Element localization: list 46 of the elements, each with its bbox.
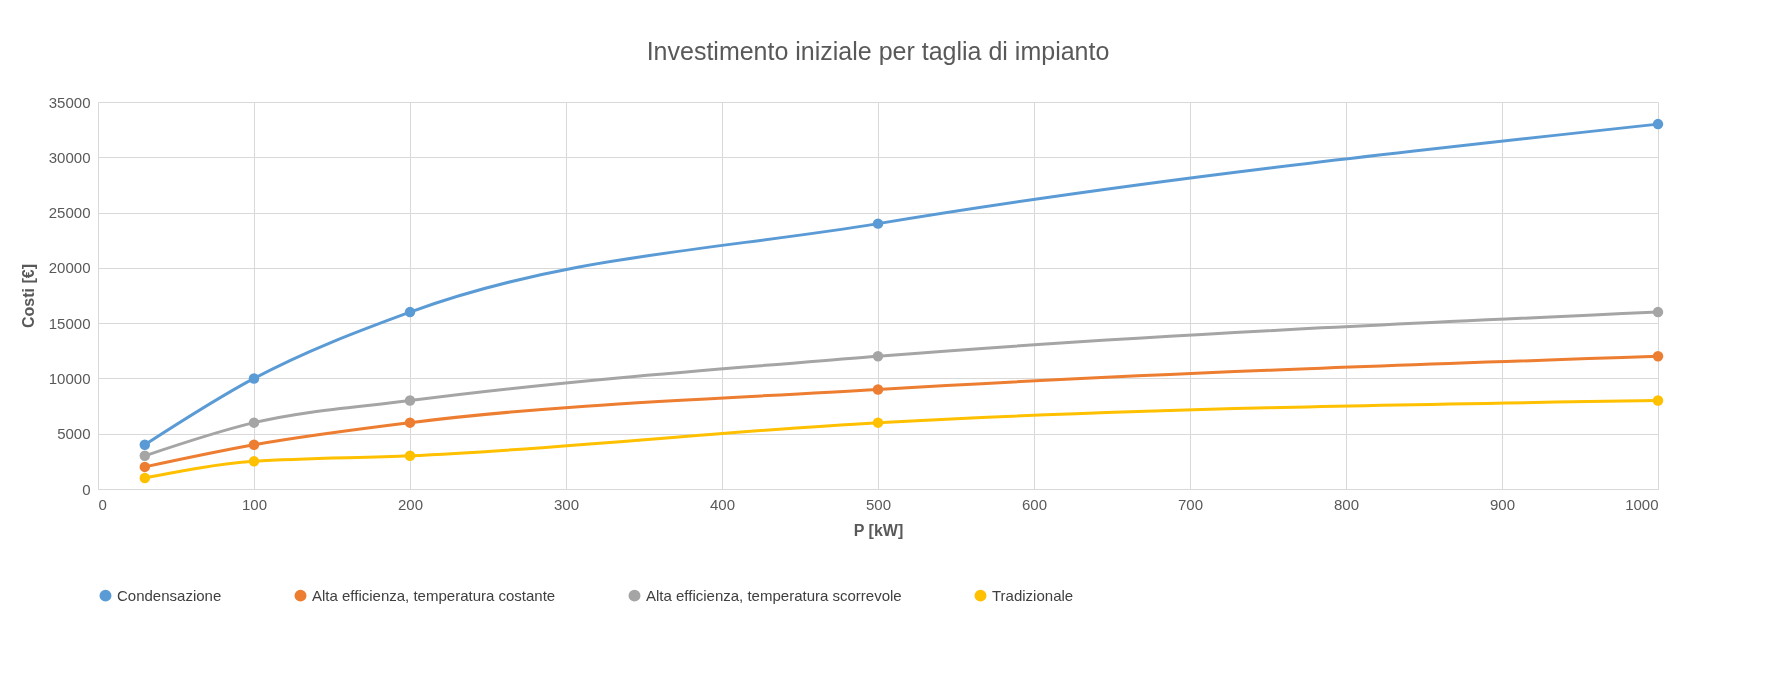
y-axis-title: Costi [€] xyxy=(19,264,37,328)
x-tick-label: 900 xyxy=(1489,495,1516,513)
x-axis-title: P [kW] xyxy=(853,521,904,539)
x-tick-label: 700 xyxy=(1177,495,1204,513)
point xyxy=(404,306,416,318)
point xyxy=(872,384,884,395)
x-tick-label: 600 xyxy=(1021,495,1048,513)
point xyxy=(404,450,416,462)
y-tick-label: 30000 xyxy=(48,148,91,166)
point xyxy=(404,417,416,428)
y-tick-label: 20000 xyxy=(48,259,91,277)
x-tick-label: 1000 xyxy=(1625,495,1659,513)
legend-label: Condensazione xyxy=(117,586,222,604)
x-tick-label: 0 xyxy=(98,495,107,513)
chart-title: Investimento iniziale per taglia di impianto xyxy=(646,37,1110,65)
x-tick-label: 200 xyxy=(397,495,424,513)
legend-label: Alta efficienza, temperatura scorrevole xyxy=(646,586,902,604)
point xyxy=(1652,306,1664,318)
y-tick-label: 10000 xyxy=(48,369,91,387)
y-tick-label: 5000 xyxy=(57,425,91,443)
point xyxy=(139,450,151,462)
x-tick-label: 800 xyxy=(1333,495,1360,513)
point xyxy=(872,218,884,229)
point xyxy=(872,417,884,428)
y-tick-label: 25000 xyxy=(48,204,91,222)
point xyxy=(1652,118,1664,130)
point xyxy=(404,395,416,406)
x-tick-label: 400 xyxy=(709,495,736,513)
x-tick-label: 100 xyxy=(241,495,268,513)
point xyxy=(248,373,260,384)
point xyxy=(248,417,260,428)
point xyxy=(1652,351,1664,362)
x-tick-label: 300 xyxy=(553,495,580,513)
point xyxy=(139,461,151,473)
point xyxy=(248,439,260,451)
point xyxy=(872,351,884,362)
legend-label: Tradizionale xyxy=(992,586,1074,604)
y-tick-label: 0 xyxy=(82,480,91,498)
point xyxy=(139,439,151,451)
y-tick-label: 35000 xyxy=(48,93,91,111)
point xyxy=(1652,395,1664,406)
x-tick-label: 500 xyxy=(865,495,892,513)
y-tick-label: 15000 xyxy=(48,314,91,332)
legend-label: Alta efficienza, temperatura costante xyxy=(312,586,556,604)
point xyxy=(248,456,260,467)
point xyxy=(139,472,151,484)
